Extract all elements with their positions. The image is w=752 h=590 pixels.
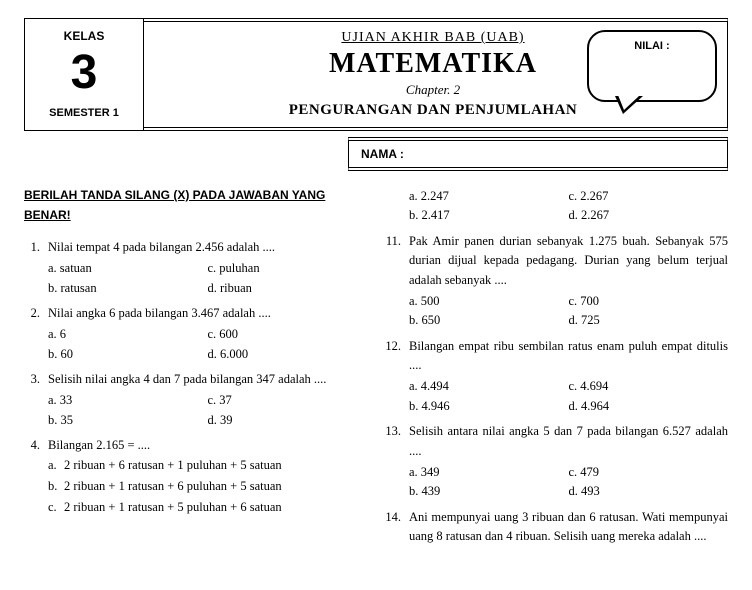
option: c. 37 xyxy=(208,391,368,410)
option: b. 439 xyxy=(409,482,569,501)
question: 11.Pak Amir panen durian sebanyak 1.275 … xyxy=(385,232,728,333)
question-text: Nilai angka 6 pada bilangan 3.467 adalah… xyxy=(48,306,271,320)
question: 2.Nilai angka 6 pada bilangan 3.467 adal… xyxy=(24,304,367,366)
option: a. 349 xyxy=(409,463,569,482)
question-number: 4. xyxy=(24,436,48,520)
question-text: Selisih nilai angka 4 dan 7 pada bilanga… xyxy=(48,372,326,386)
question-options-continued: a. 2.247c. 2.267b. 2.417d. 2.267 xyxy=(385,185,728,228)
option: a.2 ribuan + 6 ratusan + 1 puluhan + 5 s… xyxy=(48,456,367,475)
question: 3.Selisih nilai angka 4 dan 7 pada bilan… xyxy=(24,370,367,432)
question-number: 14. xyxy=(385,508,409,547)
question-number: 12. xyxy=(385,337,409,419)
option: c. 600 xyxy=(208,325,368,344)
question-number: 13. xyxy=(385,422,409,504)
class-box: KELAS 3 SEMESTER 1 xyxy=(24,18,144,131)
name-field: NAMA : xyxy=(348,137,728,171)
semester-label: SEMESTER 1 xyxy=(37,107,131,119)
option: d. ribuan xyxy=(208,279,368,298)
option: d. 493 xyxy=(569,482,729,501)
question-text: Bilangan 2.165 = .... xyxy=(48,438,150,452)
option: b. 60 xyxy=(48,345,208,364)
left-column: BERILAH TANDA SILANG (X) PADA JAWABAN YA… xyxy=(24,185,367,550)
question-number: 1. xyxy=(24,238,48,300)
right-column: a. 2.247c. 2.267b. 2.417d. 2.267 11.Pak … xyxy=(385,185,728,550)
option: a. 33 xyxy=(48,391,208,410)
question: 1.Nilai tempat 4 pada bilangan 2.456 ada… xyxy=(24,238,367,300)
option: c. 700 xyxy=(569,292,729,311)
option: d. 2.267 xyxy=(569,206,729,225)
question-number: 3. xyxy=(24,370,48,432)
option: d. 39 xyxy=(208,411,368,430)
option: b. 4.946 xyxy=(409,397,569,416)
option: a. 2.247 xyxy=(409,187,569,206)
nama-label: NAMA : xyxy=(361,147,404,161)
question-number: 2. xyxy=(24,304,48,366)
option: b. 35 xyxy=(48,411,208,430)
question: 14.Ani mempunyai uang 3 ribuan dan 6 rat… xyxy=(385,508,728,547)
option: c. puluhan xyxy=(208,259,368,278)
option: b. 2.417 xyxy=(409,206,569,225)
question: 13.Selisih antara nilai angka 5 dan 7 pa… xyxy=(385,422,728,504)
option: a. 4.494 xyxy=(409,377,569,396)
option: a. 500 xyxy=(409,292,569,311)
question-text: Pak Amir panen durian sebanyak 1.275 bua… xyxy=(409,234,728,287)
question: 12.Bilangan empat ribu sembilan ratus en… xyxy=(385,337,728,419)
kelas-label: KELAS xyxy=(37,29,131,43)
question-text: Nilai tempat 4 pada bilangan 2.456 adala… xyxy=(48,240,275,254)
option: c. 479 xyxy=(569,463,729,482)
nilai-label: NILAI : xyxy=(599,40,705,52)
option: b. 650 xyxy=(409,311,569,330)
question-number: 11. xyxy=(385,232,409,333)
option: b.2 ribuan + 1 ratusan + 6 puluhan + 5 s… xyxy=(48,477,367,496)
score-bubble: NILAI : xyxy=(587,30,717,102)
question-text: Selisih antara nilai angka 5 dan 7 pada … xyxy=(409,424,728,457)
option: d. 725 xyxy=(569,311,729,330)
option: a. 6 xyxy=(48,325,208,344)
bubble-tail-icon xyxy=(615,96,643,114)
option: c. 4.694 xyxy=(569,377,729,396)
question-text: Ani mempunyai uang 3 ribuan dan 6 ratusa… xyxy=(409,510,728,543)
option: b. ratusan xyxy=(48,279,208,298)
instruction: BERILAH TANDA SILANG (X) PADA JAWABAN YA… xyxy=(24,185,367,226)
kelas-number: 3 xyxy=(37,49,131,97)
title-box: UJIAN AKHIR BAB (UAB) MATEMATIKA Chapter… xyxy=(138,18,728,131)
option: c. 2.267 xyxy=(569,187,729,206)
option: d. 6.000 xyxy=(208,345,368,364)
option: c.2 ribuan + 1 ratusan + 5 puluhan + 6 s… xyxy=(48,498,367,517)
question: 4.Bilangan 2.165 = .... a.2 ribuan + 6 ra… xyxy=(24,436,367,520)
question-text: Bilangan empat ribu sembilan ratus enam … xyxy=(409,339,728,372)
option: d. 4.964 xyxy=(569,397,729,416)
option: a. satuan xyxy=(48,259,208,278)
